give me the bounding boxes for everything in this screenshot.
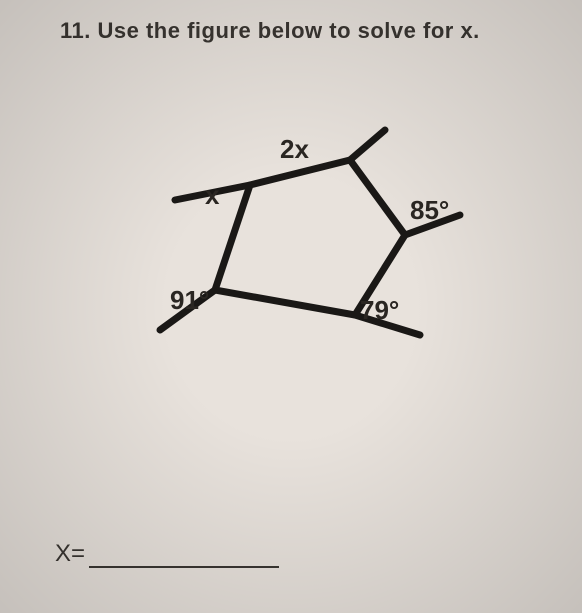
answer-line: X= bbox=[55, 540, 279, 568]
question-number: 11. bbox=[60, 18, 91, 43]
angle-label-top-left: x bbox=[205, 180, 219, 211]
angle-label-bottom-left: 91° bbox=[170, 285, 209, 316]
question-prompt: Use the figure below to solve for x. bbox=[98, 18, 480, 43]
answer-label: X= bbox=[55, 540, 85, 568]
angle-label-top: 2x bbox=[280, 134, 309, 165]
geometry-figure: 2x x 85° 91° 79° bbox=[100, 100, 500, 380]
answer-blank[interactable] bbox=[89, 546, 279, 568]
angle-label-right: 85° bbox=[410, 195, 449, 226]
angle-label-bottom-right: 79° bbox=[360, 295, 399, 326]
question-text: 11. Use the figure below to solve for x. bbox=[60, 18, 480, 44]
